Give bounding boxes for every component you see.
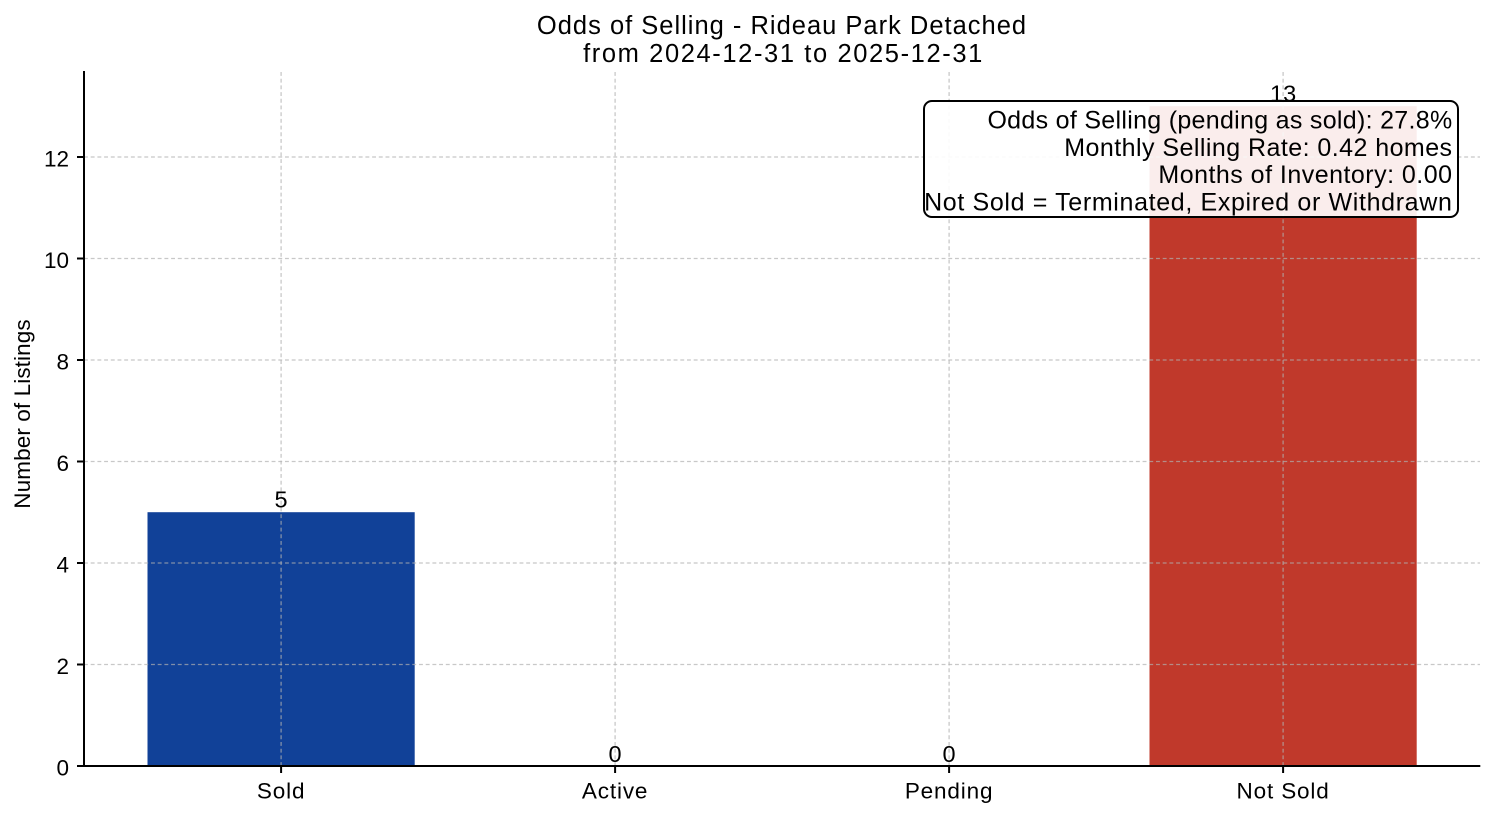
svg-text:Odds of Selling - Rideau Park: Odds of Selling - Rideau Park Detached bbox=[537, 12, 1027, 40]
svg-text:6: 6 bbox=[56, 451, 69, 476]
svg-text:10: 10 bbox=[44, 248, 69, 273]
svg-text:Pending: Pending bbox=[905, 778, 994, 803]
svg-text:8: 8 bbox=[56, 350, 69, 375]
svg-text:Active: Active bbox=[582, 778, 648, 803]
svg-text:Odds of Selling (pending as so: Odds of Selling (pending as sold): 27.8% bbox=[987, 107, 1452, 135]
svg-text:4: 4 bbox=[56, 553, 69, 578]
svg-text:0: 0 bbox=[56, 756, 69, 781]
svg-text:Monthly Selling Rate: 0.42 hom: Monthly Selling Rate: 0.42 homes bbox=[1064, 134, 1452, 162]
svg-text:Months of Inventory: 0.00: Months of Inventory: 0.00 bbox=[1158, 161, 1452, 189]
svg-text:Not Sold: Not Sold bbox=[1237, 778, 1330, 803]
svg-text:Not Sold = Terminated, Expired: Not Sold = Terminated, Expired or Withdr… bbox=[924, 188, 1452, 216]
svg-text:Sold: Sold bbox=[257, 778, 305, 803]
svg-text:from 2024-12-31 to 2025-12-31: from 2024-12-31 to 2025-12-31 bbox=[583, 40, 984, 68]
svg-text:Number of Listings: Number of Listings bbox=[10, 319, 35, 508]
svg-text:12: 12 bbox=[44, 147, 69, 172]
svg-text:5: 5 bbox=[275, 486, 288, 512]
svg-text:2: 2 bbox=[56, 654, 69, 679]
svg-text:0: 0 bbox=[609, 741, 622, 767]
svg-text:0: 0 bbox=[943, 741, 956, 767]
